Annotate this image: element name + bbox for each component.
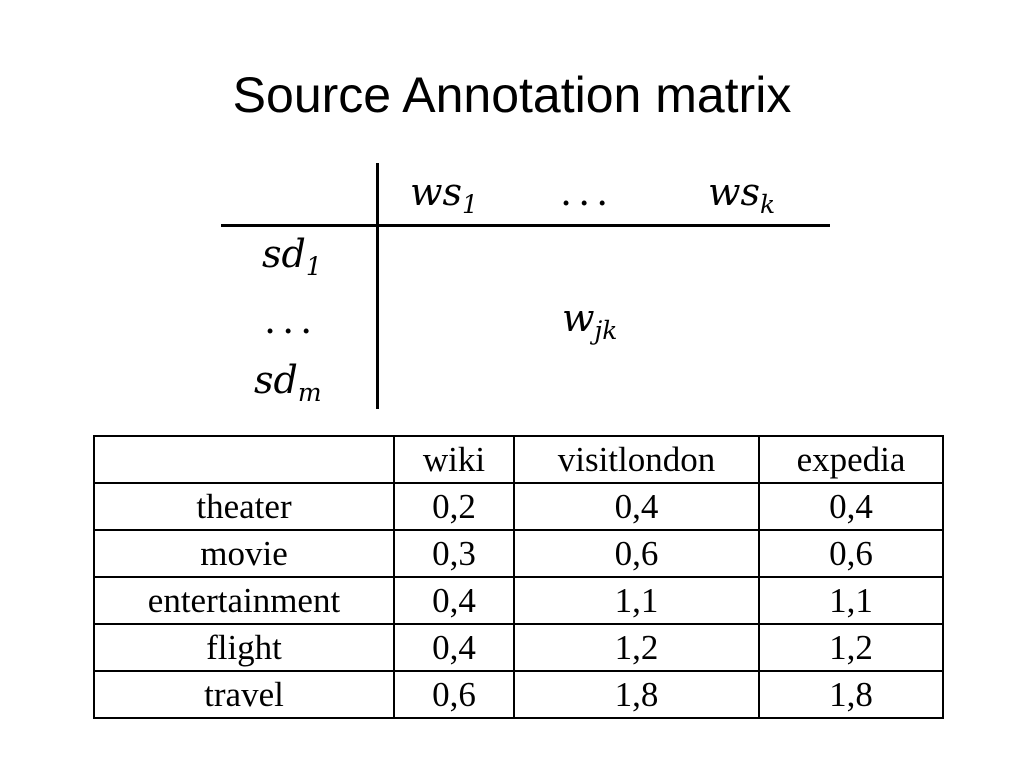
- table-cell: 0,4: [513, 482, 760, 531]
- annotation-table: wiki visitlondon expedia theater 0,2 0,4…: [93, 435, 944, 719]
- table-row: theater 0,2 0,4 0,4: [93, 482, 944, 531]
- table-row: flight 0,4 1,2 1,2: [93, 623, 944, 672]
- table-cell: 0,4: [393, 623, 515, 672]
- matrix-col-header-ellipsis: ...: [560, 170, 615, 214]
- table-cell: 1,2: [513, 623, 760, 672]
- matrix-row-header-last: sdm: [254, 358, 322, 407]
- table-cell: 1,1: [513, 576, 760, 625]
- matrix-col-header-last: wsk: [708, 170, 776, 219]
- matrix-vertical-rule: [376, 163, 379, 409]
- table-header-expedia: expedia: [758, 435, 944, 484]
- table-cell: 0,6: [393, 670, 515, 719]
- matrix-horizontal-rule: [221, 224, 830, 227]
- table-cell: 1,8: [758, 670, 944, 719]
- table-header-row: wiki visitlondon expedia: [93, 435, 944, 484]
- matrix-col-header-first: ws1: [410, 170, 478, 219]
- table-cell: 1,2: [758, 623, 944, 672]
- annotation-matrix-diagram: ws1 ... wsk sd1 ... sdm wjk: [221, 163, 830, 409]
- table-header-empty: [93, 435, 395, 484]
- row-label: movie: [93, 529, 395, 578]
- table-row: entertainment 0,4 1,1 1,1: [93, 576, 944, 625]
- slide-title: Source Annotation matrix: [232, 67, 792, 123]
- table-row: travel 0,6 1,8 1,8: [93, 670, 944, 719]
- table-cell: 0,3: [393, 529, 515, 578]
- table-header-wiki: wiki: [393, 435, 515, 484]
- row-label: theater: [93, 482, 395, 531]
- matrix-cell-weight: wjk: [562, 296, 618, 345]
- table-cell: 1,1: [758, 576, 944, 625]
- table-header-visitlondon: visitlondon: [513, 435, 760, 484]
- table-cell: 0,2: [393, 482, 515, 531]
- table-cell: 0,6: [758, 529, 944, 578]
- matrix-row-header-ellipsis: ...: [264, 298, 319, 342]
- table-cell: 0,4: [758, 482, 944, 531]
- row-label: entertainment: [93, 576, 395, 625]
- matrix-row-header-first: sd1: [262, 232, 322, 281]
- table-row: movie 0,3 0,6 0,6: [93, 529, 944, 578]
- table-cell: 0,4: [393, 576, 515, 625]
- row-label: flight: [93, 623, 395, 672]
- table-cell: 0,6: [513, 529, 760, 578]
- row-label: travel: [93, 670, 395, 719]
- table-cell: 1,8: [513, 670, 760, 719]
